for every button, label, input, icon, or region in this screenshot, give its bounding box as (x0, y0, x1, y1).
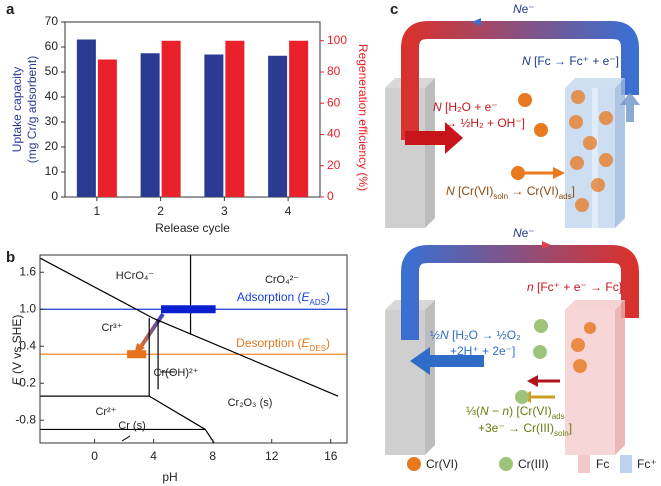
water-reaction: ½N [H₂O → ½O₂ (430, 328, 521, 342)
leader (121, 435, 131, 442)
y-tick-label: 20 (45, 139, 59, 153)
y-tick-label: -0.8 (15, 412, 36, 426)
fc-reaction: n [Fc⁺ + e⁻ → Fc] (527, 280, 622, 294)
y2-tick-label: 20 (327, 158, 341, 172)
bar (161, 40, 181, 197)
cr-reaction: +3e⁻ → Cr(III)soln] (478, 421, 572, 437)
y-tick-label: 30 (45, 114, 59, 128)
y-tick-label: 0 (51, 189, 58, 203)
region-label: HCrO₄⁻ (116, 270, 155, 282)
x-tick-label: 4 (285, 204, 292, 218)
y2-tick-label: 100 (327, 33, 347, 47)
x-tick-label: 4 (150, 449, 157, 463)
panel-label: a (6, 1, 15, 18)
legend-label: Cr(VI) (426, 457, 458, 471)
legend-swatch (620, 455, 632, 473)
fc-reaction: N [Fc → Fc⁺ + e⁻] (522, 54, 619, 68)
plot-frame (64, 21, 321, 198)
x-tick-label: 3 (221, 204, 228, 218)
x-tick-label: 0 (91, 449, 98, 463)
legend-swatch (578, 455, 590, 473)
bar (140, 53, 160, 197)
panel-label: c (390, 1, 398, 18)
x-tick-label: 8 (209, 449, 216, 463)
water-reaction: → ½H₂ + OH⁻] (445, 116, 525, 130)
y2-tick-label: 40 (327, 127, 341, 141)
adsorption-label: Adsorption (EADS) (237, 290, 330, 306)
bar (76, 39, 96, 197)
desorption-label: Desorption (EDES) (236, 336, 330, 352)
legend-swatch (407, 457, 421, 471)
region-label: Cr (s) (118, 420, 146, 432)
water-reaction: N [H₂O + e⁻ (433, 100, 498, 114)
bar (97, 59, 117, 197)
cr-reaction: ⅓(N − n) [Cr(VI)ads (466, 404, 565, 420)
water-reaction: +2H⁺ + 2e⁻] (450, 344, 515, 358)
x-tick-label: 16 (324, 449, 338, 463)
bar (204, 54, 224, 197)
legend-label: Fc⁺ (637, 457, 657, 471)
region-label: CrO₄²⁻ (265, 274, 299, 286)
phase-boundary (148, 395, 206, 430)
y-axis-label: E (V vs SHE) (10, 315, 24, 386)
y-tick-label: 60 (45, 39, 59, 53)
cell-bottom (385, 241, 639, 455)
y-axis-label: Uptake capacity (10, 67, 24, 152)
x-axis-label: Release cycle (155, 221, 230, 235)
legend-swatch (499, 457, 513, 471)
y-tick-label: 40 (45, 89, 59, 103)
potential-window (161, 305, 216, 314)
bar (289, 40, 309, 197)
cr-reaction: N [Cr(VI)soln → Cr(VI)ads] (446, 184, 575, 200)
y2-tick-label: 60 (327, 95, 341, 109)
panel-label: b (6, 249, 15, 266)
flow-label: Ne⁻ (513, 2, 535, 16)
plot-frame (39, 254, 348, 444)
flow-label: Ne⁻ (513, 226, 535, 240)
bar (225, 40, 245, 197)
y-tick-label: -0.2 (15, 375, 36, 389)
x-tick-label: 2 (157, 204, 164, 218)
y-tick-label: 0.4 (19, 338, 36, 352)
y-tick-label: 1.6 (19, 264, 36, 278)
x-tick-label: 12 (265, 449, 279, 463)
y2-axis-label: Regeneration efficiency (%) (356, 44, 370, 191)
window-arrow (138, 312, 165, 350)
phase-boundary (39, 257, 339, 397)
y-tick-label: 10 (45, 164, 59, 178)
y-axis-label: (mg Cr/g adsorbent) (25, 56, 39, 163)
y-tick-label: 70 (45, 14, 59, 28)
potential-window (127, 350, 147, 359)
legend-label: Fc (596, 457, 609, 471)
y-tick-label: 50 (45, 64, 59, 78)
x-axis-label: pH (162, 470, 177, 484)
y-tick-label: 1.0 (19, 301, 36, 315)
legend-label: Cr(III) (518, 457, 549, 471)
region-label: Cr₂O₃ (s) (228, 397, 273, 409)
y2-tick-label: 0 (327, 189, 334, 203)
y2-tick-label: 80 (327, 64, 341, 78)
region-label: Cr²⁺ (95, 406, 116, 418)
region-label: Cr(OH)²⁺ (154, 367, 199, 379)
bar (268, 55, 288, 197)
cell-top (385, 18, 640, 228)
x-tick-label: 1 (94, 204, 101, 218)
region-label: Cr³⁺ (101, 322, 122, 334)
